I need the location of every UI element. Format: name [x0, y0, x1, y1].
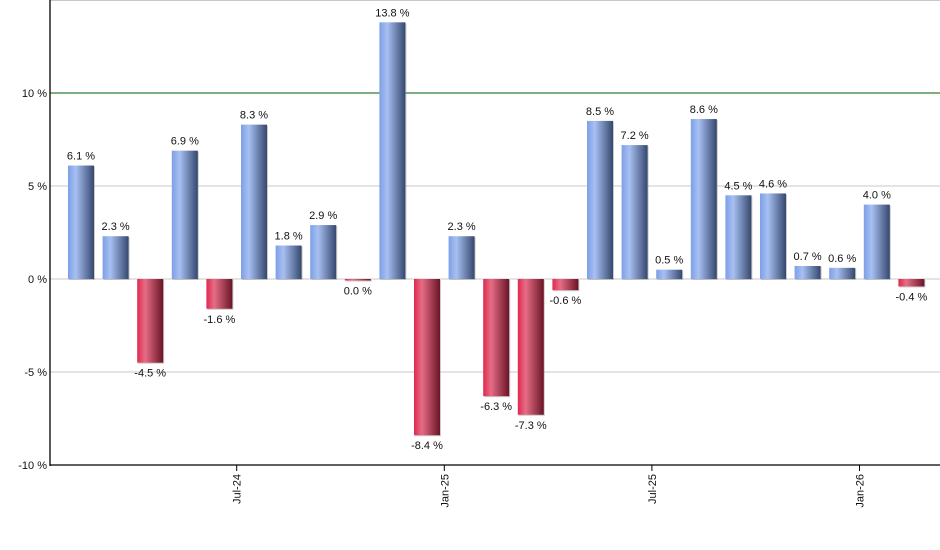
- y-tick-label: 5 %: [28, 181, 47, 193]
- bar: [448, 236, 475, 279]
- bar: [68, 165, 94, 279]
- bar: [483, 279, 510, 397]
- bar-value-label: 6.9 %: [171, 136, 199, 148]
- axes: 10 % 5 % 0 % -5 % -10 % Jul-24 Jan-25 Jul-25 Jan…: [18, 0, 940, 508]
- bar: [898, 279, 925, 287]
- bar: [344, 279, 371, 281]
- bar-value-label: 7.2 %: [621, 130, 649, 142]
- bar-shadow: [345, 280, 372, 282]
- bar-value-label: -0.6 %: [550, 295, 582, 307]
- bar: [310, 225, 337, 279]
- bar: [587, 120, 613, 280]
- bar: [414, 279, 440, 436]
- bar-value-label: 2.9 %: [309, 210, 337, 222]
- x-tick-label: Jan-26: [855, 474, 867, 508]
- bar-value-label: -8.4 %: [411, 440, 443, 452]
- x-tick-label: Jan-25: [439, 474, 451, 508]
- bar-value-label: 6.1 %: [67, 151, 95, 163]
- bar-value-label: 13.8 %: [375, 7, 409, 19]
- bar-value-label: 4.5 %: [724, 180, 752, 192]
- bar: [794, 265, 821, 279]
- bar-value-label: 8.3 %: [240, 110, 268, 122]
- bar-value-label: 4.0 %: [863, 190, 891, 202]
- bar-value-label: -4.5 %: [134, 368, 166, 380]
- y-tick-label: 10 %: [22, 88, 47, 100]
- bar-value-label: 0.5 %: [655, 255, 683, 267]
- bar: [690, 119, 717, 279]
- bar: [552, 279, 579, 291]
- bar-value-label: 0.7 %: [794, 251, 822, 263]
- bar: [171, 150, 198, 279]
- bar: [206, 279, 233, 309]
- bar: [379, 22, 406, 279]
- bar-value-label: 2.3 %: [102, 221, 130, 233]
- bar-value-label: 0.0 %: [344, 286, 372, 298]
- y-tick-label: -10 %: [18, 460, 47, 472]
- bar-value-label: -1.6 %: [204, 314, 236, 326]
- x-tick-label: Jul-24: [232, 474, 244, 504]
- bar-value-label: 0.6 %: [828, 253, 856, 265]
- bar: [275, 245, 302, 279]
- y-tick-label: -5 %: [24, 367, 47, 379]
- bar-value-label: 1.8 %: [275, 231, 303, 243]
- bar: [829, 267, 856, 279]
- bar: [137, 279, 164, 363]
- bar: [517, 279, 544, 415]
- bar-value-label: 2.3 %: [448, 221, 476, 233]
- bar-value-label: -6.3 %: [480, 401, 512, 413]
- bar: [760, 193, 786, 279]
- bar-value-label: -7.3 %: [515, 420, 547, 432]
- bar: [621, 145, 648, 279]
- bar: [241, 124, 267, 280]
- bar-value-label: 8.5 %: [586, 106, 614, 118]
- bar: [863, 204, 890, 279]
- x-tick-label: Jul-25: [647, 474, 659, 504]
- bar-value-label: 4.6 %: [759, 178, 787, 190]
- bar: [102, 236, 129, 279]
- bar: [725, 195, 752, 279]
- y-tick-label: 0 %: [28, 274, 47, 286]
- bar-value-label: 8.6 %: [690, 104, 718, 116]
- bar-value-label: -0.4 %: [896, 291, 928, 303]
- bar: [656, 269, 683, 279]
- bars: 6.1 % 2.3 % -4.5 % 6.9 % -1.6 % 8.3 % 1.8 % 2.9…: [67, 7, 928, 452]
